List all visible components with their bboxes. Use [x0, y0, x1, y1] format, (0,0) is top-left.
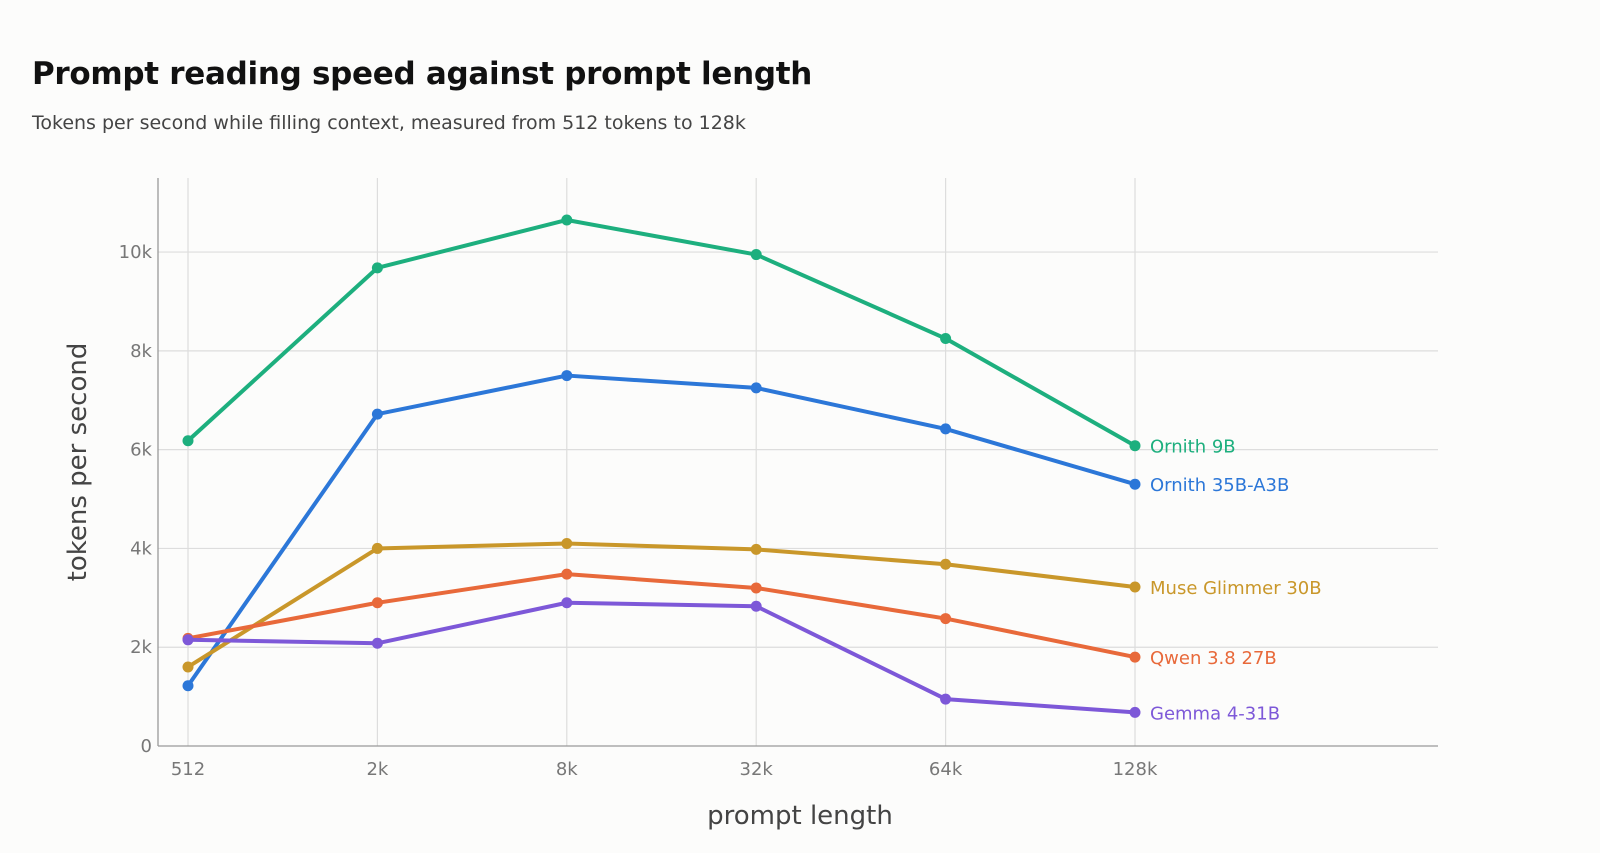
x-tick-label: 32k — [740, 759, 774, 780]
data-point — [750, 249, 762, 261]
data-point — [750, 582, 762, 594]
y-tick-label: 6k — [130, 440, 152, 461]
series-line — [186, 373, 1137, 688]
data-point — [371, 637, 383, 649]
x-tick-label: 64k — [929, 759, 963, 780]
data-point — [1129, 706, 1141, 718]
series-line — [186, 572, 1137, 660]
series-gemma-4-31b — [182, 597, 1141, 718]
y-tick-label: 10k — [119, 242, 153, 263]
series-lines — [182, 214, 1141, 718]
x-tick-labels: 512 2k 8k 32k 64k 128k — [171, 759, 1158, 780]
data-point — [182, 661, 194, 673]
y-tick-label: 2k — [130, 637, 152, 658]
chart-title: Prompt reading speed against prompt leng… — [32, 56, 813, 92]
data-point — [750, 600, 762, 612]
data-point — [182, 680, 194, 692]
data-point — [371, 597, 383, 609]
y-tick-label: 4k — [130, 538, 152, 559]
data-point — [182, 435, 194, 447]
series-line — [186, 217, 1137, 448]
data-point — [1129, 478, 1141, 490]
data-point — [750, 543, 762, 555]
series-label: Ornith 9B — [1150, 437, 1236, 458]
data-point — [561, 537, 573, 549]
data-point — [940, 423, 952, 435]
y-tick-label: 8k — [130, 341, 152, 362]
data-point — [561, 214, 573, 226]
data-point — [371, 408, 383, 420]
data-point — [940, 558, 952, 570]
axes — [157, 178, 1438, 747]
series-label: Ornith 35B-A3B — [1150, 475, 1289, 496]
y-axis-title: tokens per second — [63, 343, 93, 582]
data-point — [561, 597, 573, 609]
data-point — [940, 613, 952, 625]
data-point — [561, 568, 573, 580]
x-tick-label: 128k — [1113, 759, 1158, 780]
data-point — [1129, 581, 1141, 593]
series-ornith-35b-a3b — [182, 370, 1141, 692]
data-point — [182, 634, 194, 646]
series-line — [186, 541, 1137, 669]
series-muse-glimmer-30b — [182, 537, 1141, 673]
x-tick-label: 8k — [556, 759, 578, 780]
chart-subtitle: Tokens per second while filling context,… — [32, 112, 746, 134]
data-point — [1129, 440, 1141, 452]
y-tick-label: 0 — [141, 736, 152, 757]
series-label: Qwen 3.8 27B — [1150, 648, 1277, 669]
series-label: Muse Glimmer 30B — [1150, 578, 1322, 599]
x-axis-title: prompt length — [707, 801, 893, 831]
series-label: Gemma 4-31B — [1150, 703, 1280, 724]
x-tick-label: 512 — [171, 759, 205, 780]
series-ornith-9b — [182, 214, 1141, 452]
data-point — [561, 370, 573, 382]
data-point — [1129, 651, 1141, 663]
x-tick-label: 2k — [366, 759, 388, 780]
series-labels: Ornith 9B Ornith 35B-A3B Muse Glimmer 30B Q… — [1150, 437, 1322, 725]
series-line — [186, 600, 1137, 715]
data-point — [371, 542, 383, 554]
data-point — [940, 693, 952, 705]
data-point — [371, 262, 383, 274]
data-point — [750, 382, 762, 394]
data-point — [940, 333, 952, 345]
y-tick-labels: 0 2k 4k 6k 8k 10k — [119, 242, 153, 757]
grid-lines — [158, 178, 1438, 746]
